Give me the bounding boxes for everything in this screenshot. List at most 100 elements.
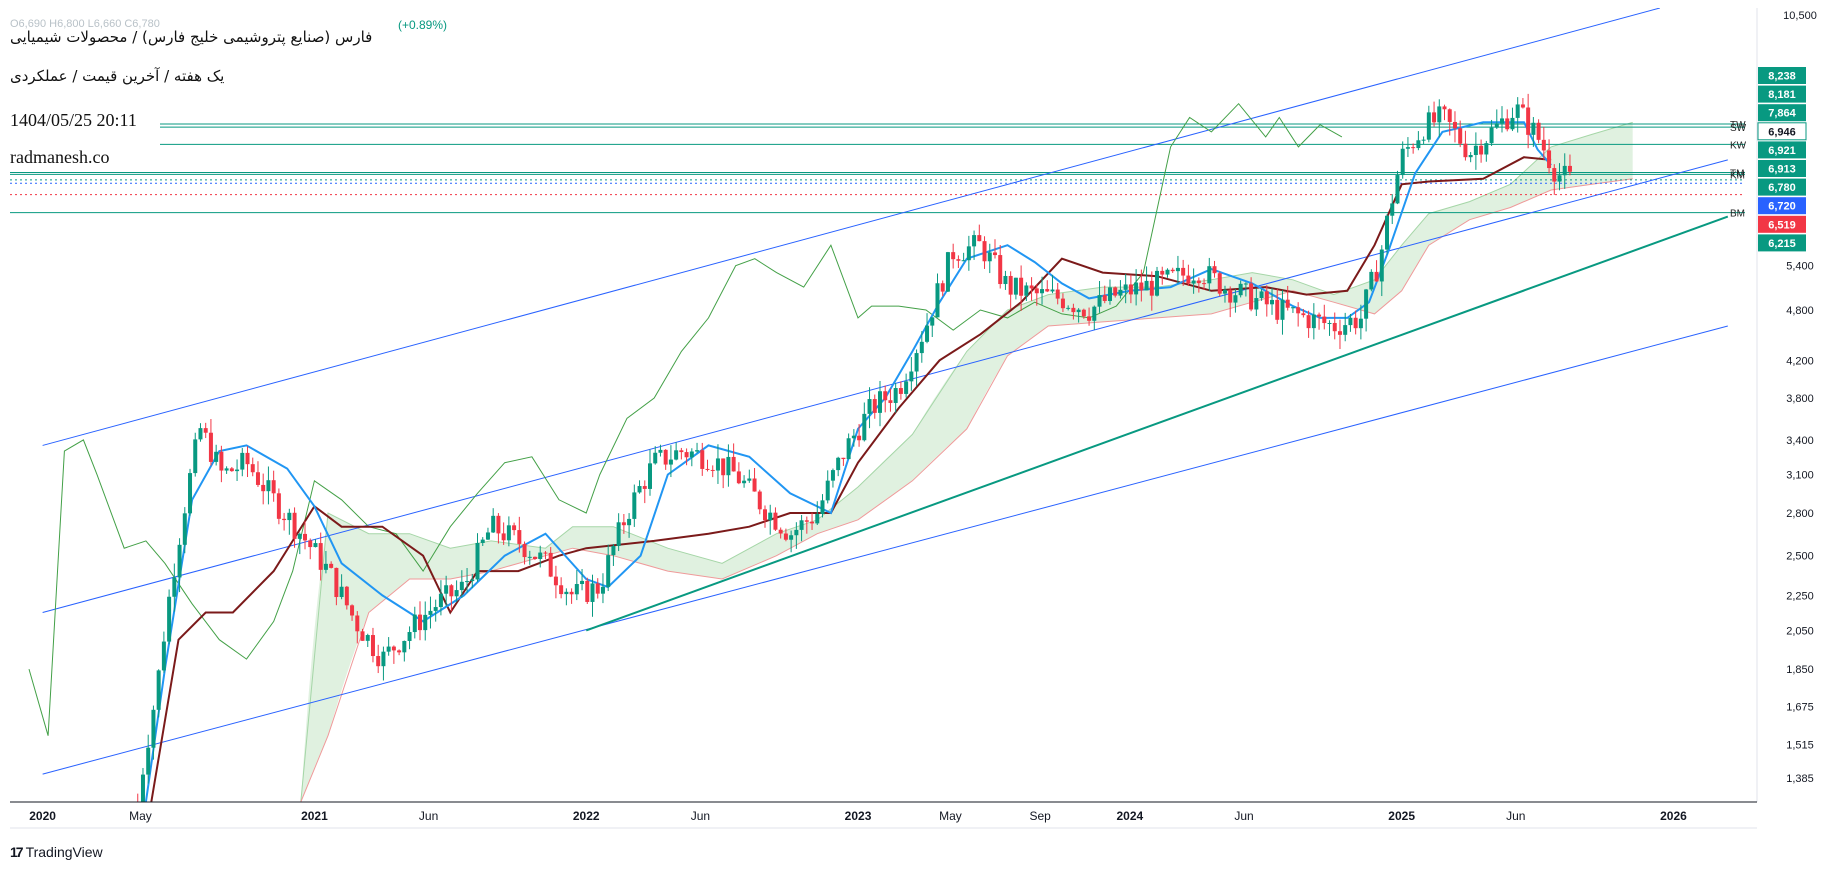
candle-body-90	[606, 555, 611, 587]
candle-body-119	[757, 491, 762, 510]
candle-body-218	[1275, 299, 1280, 320]
price-badge-label-4: 6,921	[1768, 145, 1796, 157]
candle-body-161	[977, 235, 982, 242]
price-badge-label-3: 6,946	[1768, 126, 1796, 138]
candle-body-184	[1097, 295, 1102, 307]
candle-body-273	[1562, 165, 1567, 176]
candle-body-6	[167, 596, 172, 642]
candle-body-162	[982, 241, 987, 262]
candle-body-1	[140, 774, 145, 802]
candle-body-199	[1175, 267, 1180, 272]
y-tick-label-5: 3,400	[1786, 435, 1814, 447]
candle-body-143	[883, 391, 888, 401]
candle-body-9	[182, 513, 187, 545]
candle-body-171	[1029, 285, 1034, 289]
senkou-span-a	[300, 121, 1633, 802]
y-tick-label-6: 3,100	[1786, 470, 1814, 482]
candle-body-243	[1405, 147, 1410, 149]
chart-subtitle: یک هفته / آخرین قیمت / عملکردی	[10, 67, 225, 85]
price-badge-2	[1758, 104, 1806, 122]
candle-body-21	[245, 452, 250, 465]
candle-body-115	[736, 471, 741, 484]
candle-body-159	[966, 246, 971, 261]
candle-body-149	[914, 353, 919, 372]
candle-body-154	[940, 283, 945, 292]
brand-label: TradingView	[25, 844, 103, 860]
candle-body-86	[585, 580, 590, 602]
candle-body-138	[857, 435, 862, 441]
tradingview-brand[interactable]: 17 TradingView	[10, 844, 103, 860]
candle-body-53	[412, 614, 417, 633]
candle-body-116	[742, 480, 747, 484]
candle-body-51	[402, 640, 407, 653]
chart-title: فارس (صنایع پتروشیمی خلیج فارس) / محصولا…	[10, 28, 373, 46]
y-tick-label-14: 1,385	[1786, 773, 1814, 785]
price-badge-label-2: 7,864	[1768, 108, 1796, 120]
candle-body-170	[1024, 285, 1029, 296]
candle-body-17	[224, 468, 229, 471]
candle-body-193	[1144, 280, 1149, 291]
candle-body-56	[428, 610, 433, 615]
candle-body-65	[475, 542, 480, 580]
candle-body-37	[329, 563, 334, 568]
candle-body-195	[1155, 270, 1160, 296]
candle-body-137	[851, 435, 856, 439]
ohlc-readout: O6,690 H6,800 L6,660 C6,780	[10, 18, 160, 30]
price-badge-label-1: 8,181	[1768, 89, 1796, 101]
y-tick-label-8: 2,500	[1786, 551, 1814, 563]
candle-body-239	[1385, 215, 1390, 250]
candle-body-25	[266, 480, 271, 492]
candle-body-70	[501, 533, 506, 541]
candles	[137, 93, 1572, 802]
candle-body-174	[1045, 289, 1050, 292]
candle-body-257	[1479, 145, 1484, 155]
candle-body-60	[449, 585, 454, 597]
candle-body-191	[1134, 282, 1139, 295]
candle-body-220	[1285, 299, 1290, 308]
candle-body-168	[1013, 277, 1018, 295]
candle-body-109	[705, 468, 710, 470]
y-tick-label-4: 3,800	[1786, 393, 1814, 405]
candle-body-16	[219, 451, 224, 471]
candle-body-144	[888, 400, 893, 403]
candle-body-270	[1547, 150, 1552, 169]
candle-body-187	[1113, 287, 1118, 296]
candle-body-127	[799, 520, 804, 530]
candle-body-32	[303, 533, 308, 541]
candle-body-254	[1463, 143, 1468, 158]
candle-body-274	[1567, 165, 1572, 172]
price-badge-6	[1758, 178, 1806, 196]
candle-body-114	[731, 456, 736, 472]
candle-body-180	[1076, 309, 1081, 313]
candle-body-197	[1165, 269, 1170, 275]
candle-body-85	[580, 580, 585, 585]
candle-body-122	[773, 512, 778, 530]
price-badge-label-0: 8,238	[1768, 71, 1796, 83]
candle-body-131	[820, 500, 825, 515]
candle-body-189	[1123, 284, 1128, 290]
channel-line-upper	[42, 8, 1660, 446]
website-label: radmanesh.co	[10, 147, 110, 167]
candle-body-231	[1343, 325, 1348, 335]
candle-body-77	[538, 552, 543, 560]
candle-body-50	[397, 650, 402, 653]
candle-body-58	[438, 593, 443, 608]
candle-body-155	[945, 252, 950, 292]
candle-body-46	[376, 656, 381, 667]
candle-body-35	[318, 543, 323, 570]
price-badge-label-9: 6,215	[1768, 238, 1796, 250]
chikou-span	[28, 102, 1343, 736]
candle-body-263	[1510, 117, 1515, 130]
change-percent: (+0.89%)	[398, 18, 448, 32]
candle-body-89	[600, 586, 605, 594]
candle-body-147	[904, 381, 909, 394]
candle-body-123	[778, 529, 783, 534]
candle-body-203	[1196, 280, 1201, 284]
candle-body-93	[621, 522, 626, 526]
candle-body-14	[208, 432, 213, 462]
candle-body-240	[1390, 203, 1395, 216]
candle-body-250	[1442, 106, 1447, 110]
candle-body-255	[1468, 155, 1473, 158]
